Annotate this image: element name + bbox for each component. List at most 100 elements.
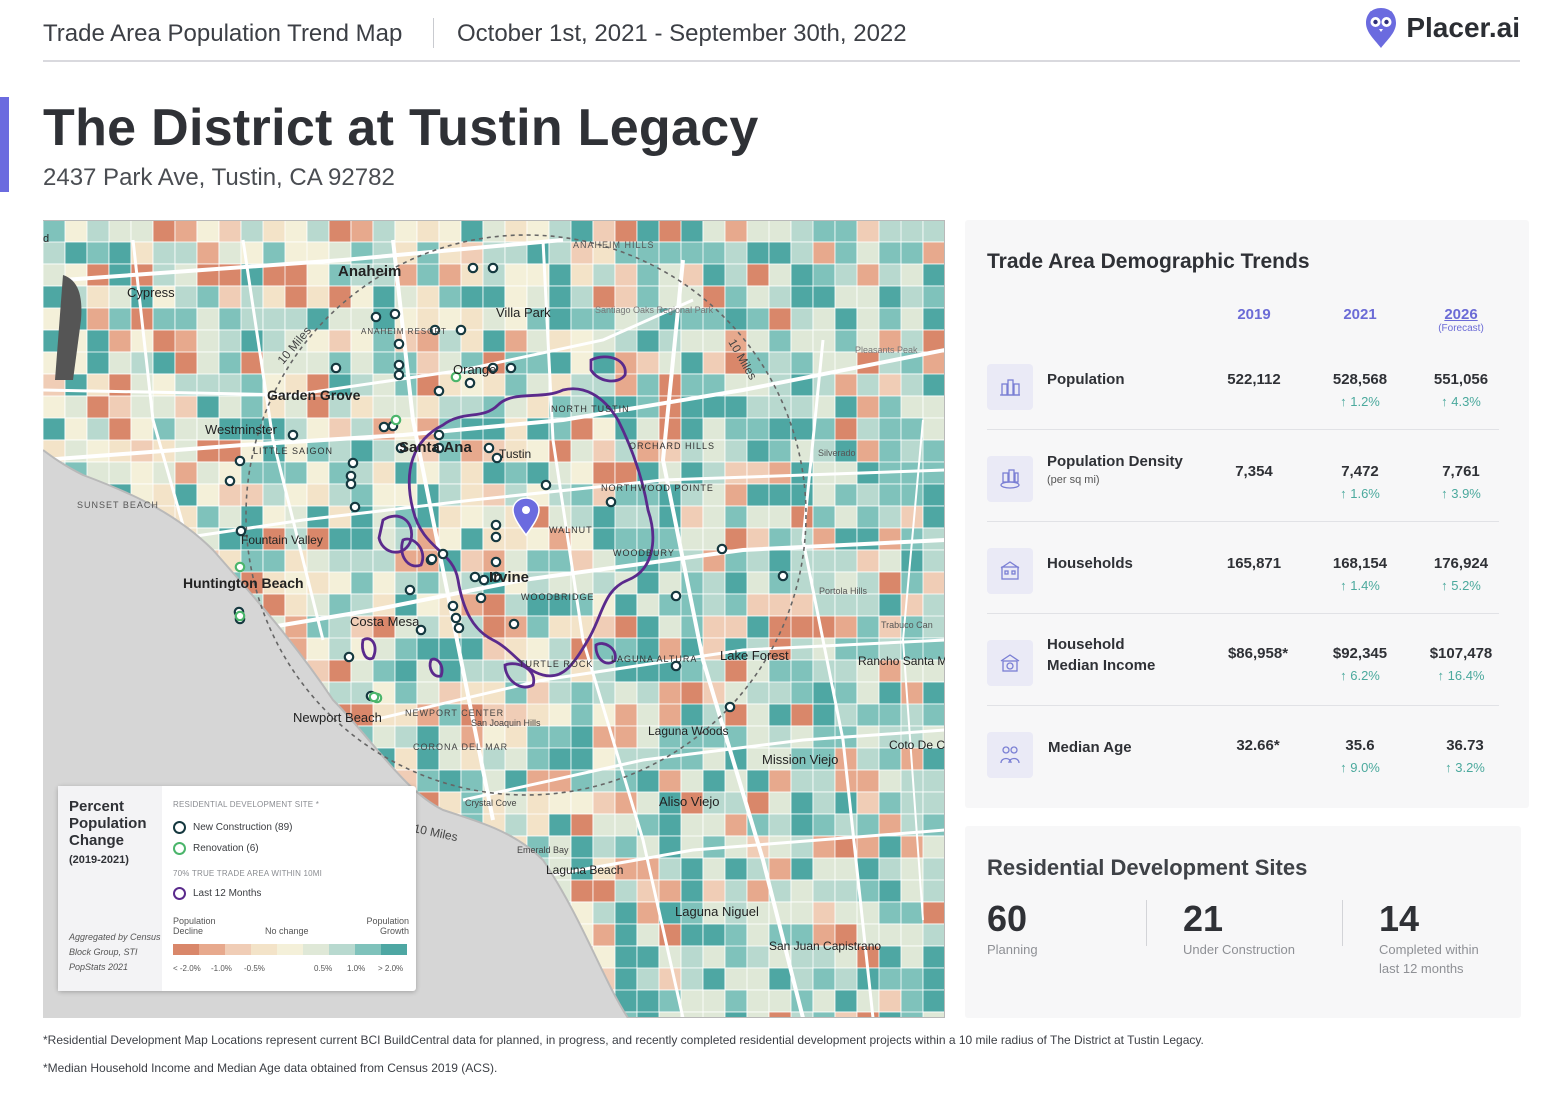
label-turtle-rock: TURTLE ROCK	[519, 659, 593, 669]
population-density-icon	[987, 456, 1033, 502]
new-construction-site-marker[interactable]	[404, 584, 416, 596]
block-group-tile	[768, 813, 792, 837]
new-construction-site-marker[interactable]	[393, 338, 405, 350]
change-2026: ↑ 5.2%	[1441, 578, 1481, 593]
block-group-tile	[878, 901, 902, 925]
metric-row-household-income: Household Median Income $86,958* $92,345…	[987, 614, 1499, 706]
block-group-tile	[108, 351, 132, 375]
block-group-tile	[724, 461, 748, 485]
new-construction-site-marker[interactable]	[716, 543, 728, 555]
new-construction-site-marker[interactable]	[453, 622, 465, 634]
new-construction-site-marker[interactable]	[330, 362, 342, 374]
new-construction-site-marker[interactable]	[370, 311, 382, 323]
new-construction-site-marker[interactable]	[505, 362, 517, 374]
block-group-tile	[702, 967, 726, 991]
new-construction-site-marker[interactable]	[478, 574, 490, 586]
block-group-tile	[922, 1011, 945, 1018]
new-construction-site-marker[interactable]	[287, 429, 299, 441]
up-arrow-icon: ↑	[1340, 578, 1347, 593]
metric-label: Population	[1047, 371, 1125, 388]
new-construction-site-marker[interactable]	[491, 452, 503, 464]
block-group-tile	[218, 329, 242, 353]
new-construction-site-marker[interactable]	[469, 571, 481, 583]
new-construction-site-marker[interactable]	[475, 592, 487, 604]
new-construction-site-marker[interactable]	[343, 651, 355, 663]
new-construction-site-marker[interactable]	[670, 590, 682, 602]
block-group-tile	[922, 703, 945, 727]
block-group-tile	[922, 439, 945, 463]
new-construction-site-marker[interactable]	[487, 362, 499, 374]
block-group-tile	[350, 549, 374, 573]
block-group-tile	[526, 373, 550, 397]
new-construction-site-marker[interactable]	[437, 548, 449, 560]
year-header-2026[interactable]: 2026	[1444, 306, 1478, 323]
block-group-tile	[614, 461, 638, 485]
block-group-tile	[922, 681, 945, 705]
block-group-tile	[482, 220, 506, 243]
new-construction-site-marker[interactable]	[389, 308, 401, 320]
new-construction-site-marker[interactable]	[426, 553, 438, 565]
block-group-tile	[394, 220, 418, 243]
renovation-site-marker[interactable]	[234, 561, 246, 573]
new-construction-site-marker[interactable]	[508, 618, 520, 630]
new-construction-site-marker[interactable]	[429, 324, 441, 336]
block-group-tile	[724, 285, 748, 309]
new-construction-site-marker[interactable]	[670, 660, 682, 672]
new-construction-site-marker[interactable]	[724, 701, 736, 713]
block-group-tile	[790, 307, 814, 331]
new-construction-site-marker[interactable]	[447, 600, 459, 612]
renovation-site-marker[interactable]	[368, 691, 380, 703]
new-construction-site-marker[interactable]	[393, 369, 405, 381]
new-construction-site-marker[interactable]	[450, 612, 462, 624]
new-construction-site-marker[interactable]	[224, 475, 236, 487]
year-header-2019: 2019	[1237, 306, 1271, 323]
new-construction-site-marker[interactable]	[777, 570, 789, 582]
renovation-site-marker[interactable]	[390, 414, 402, 426]
new-construction-site-marker[interactable]	[487, 262, 499, 274]
placer-logo[interactable]: Placer.ai	[1364, 6, 1520, 50]
new-construction-site-marker[interactable]	[349, 501, 361, 513]
label-newport-beach: Newport Beach	[293, 710, 382, 725]
new-construction-site-marker[interactable]	[490, 571, 502, 583]
property-location-pin[interactable]	[512, 497, 540, 537]
new-construction-site-marker[interactable]	[395, 442, 407, 454]
block-group-tile	[922, 659, 945, 683]
new-construction-site-marker[interactable]	[605, 496, 617, 508]
block-group-tile	[306, 593, 330, 617]
new-construction-site-marker[interactable]	[483, 442, 495, 454]
value-2019: $86,958*	[1227, 645, 1289, 662]
new-construction-site-marker[interactable]	[433, 385, 445, 397]
renovation-site-marker[interactable]	[450, 371, 462, 383]
value-2019: 7,354	[1235, 463, 1273, 480]
block-group-tile	[680, 835, 704, 859]
new-construction-site-marker[interactable]	[464, 377, 476, 389]
block-group-tile	[548, 351, 572, 375]
new-construction-site-marker[interactable]	[490, 531, 502, 543]
new-construction-site-marker[interactable]	[540, 479, 552, 491]
renovation-site-marker[interactable]	[234, 610, 246, 622]
label-newport-center: NEWPORT CENTER	[405, 708, 504, 718]
block-group-tile	[416, 659, 440, 683]
new-construction-site-marker[interactable]	[234, 455, 246, 467]
new-construction-site-marker[interactable]	[378, 421, 390, 433]
new-construction-site-marker[interactable]	[235, 525, 247, 537]
new-construction-site-marker[interactable]	[490, 519, 502, 531]
new-construction-site-marker[interactable]	[347, 457, 359, 469]
new-construction-site-marker[interactable]	[455, 324, 467, 336]
change-2021: ↑ 6.2%	[1340, 668, 1380, 683]
new-construction-site-marker[interactable]	[490, 556, 502, 568]
block-group-tile	[834, 637, 858, 661]
block-group-tile	[812, 549, 836, 573]
block-group-tile	[900, 285, 924, 309]
block-group-tile	[768, 483, 792, 507]
block-group-tile	[922, 901, 945, 925]
block-group-tile	[306, 417, 330, 441]
block-group-tile	[416, 571, 440, 595]
new-construction-site-marker[interactable]	[415, 624, 427, 636]
new-construction-site-marker[interactable]	[393, 359, 405, 371]
new-construction-site-marker[interactable]	[433, 429, 445, 441]
new-construction-site-marker[interactable]	[467, 262, 479, 274]
new-construction-site-marker[interactable]	[433, 442, 445, 454]
new-construction-site-marker[interactable]	[345, 478, 357, 490]
block-group-tile	[130, 220, 154, 243]
